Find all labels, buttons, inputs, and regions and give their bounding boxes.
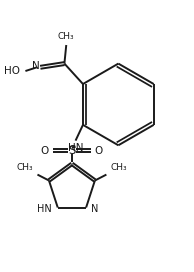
Text: O: O	[41, 146, 49, 156]
Text: S: S	[68, 144, 76, 157]
Text: CH₃: CH₃	[111, 163, 127, 172]
Text: HN: HN	[37, 204, 52, 214]
Text: HN: HN	[68, 143, 83, 153]
Text: CH₃: CH₃	[58, 32, 74, 41]
Text: N: N	[91, 204, 98, 214]
Text: N: N	[32, 61, 39, 71]
Text: HO: HO	[4, 66, 20, 76]
Text: CH₃: CH₃	[16, 163, 33, 172]
Text: O: O	[95, 146, 103, 156]
